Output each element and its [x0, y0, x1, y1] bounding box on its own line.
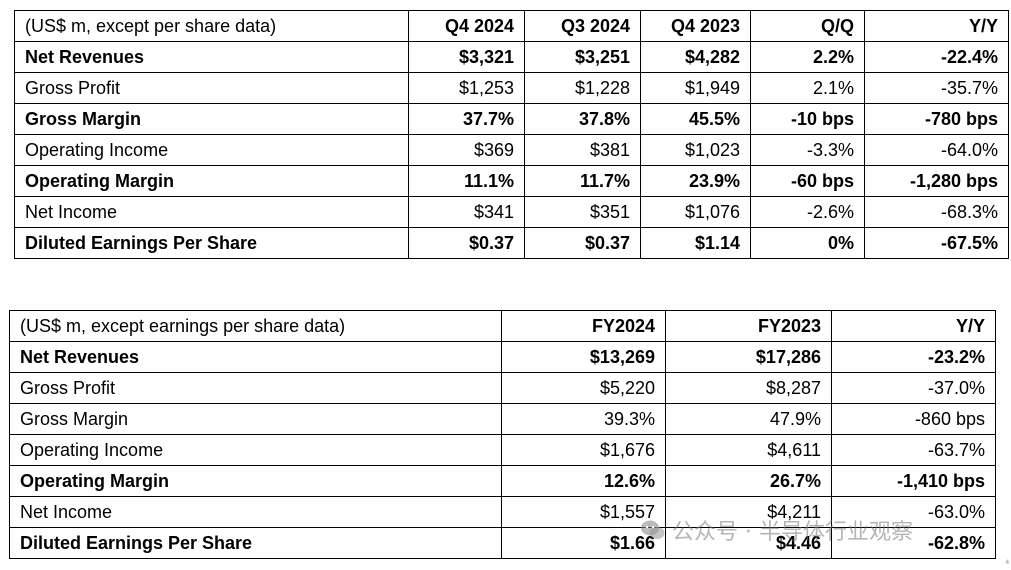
table-cell: -780 bps [864, 103, 1009, 135]
table-row: Gross Margin 39.3% 47.9% -860 bps [9, 403, 996, 435]
row-label: Operating Income [14, 134, 409, 166]
table-cell: 26.7% [665, 465, 832, 497]
table-cell: $1.14 [640, 227, 751, 259]
table-cell: 45.5% [640, 103, 751, 135]
table-cell: 23.9% [640, 165, 751, 197]
row-label: Net Revenues [14, 41, 409, 73]
table-row: Diluted Earnings Per Share $0.37 $0.37 $1.1… [14, 227, 1009, 259]
table-cell: -10 bps [750, 103, 865, 135]
table-cell: $381 [524, 134, 641, 166]
table-cell: $13,269 [501, 341, 666, 373]
table-cell: -37.0% [831, 372, 996, 404]
corner-mark: 4 [1005, 560, 1009, 566]
table-cell: -3.3% [750, 134, 865, 166]
table-cell: -2.6% [750, 196, 865, 228]
row-label: Operating Margin [9, 465, 502, 497]
row-label: Gross Profit [9, 372, 502, 404]
table-cell: $369 [408, 134, 525, 166]
table-row: Diluted Earnings Per Share $1.66 $4.46 -62.… [9, 527, 996, 559]
table-cell: $1,557 [501, 496, 666, 528]
table-cell: $3,251 [524, 41, 641, 73]
table-row: Operating Income $369 $381 $1,023 -3.3% -64.0… [14, 134, 1009, 166]
row-label: Gross Profit [14, 72, 409, 104]
table-cell: -68.3% [864, 196, 1009, 228]
table-row: Gross Profit $1,253 $1,228 $1,949 2.1% -35.7% [14, 72, 1009, 104]
column-header: Q3 2024 [524, 10, 641, 42]
table-cell: -22.4% [864, 41, 1009, 73]
row-label: Net Income [9, 496, 502, 528]
table-cell: -35.7% [864, 72, 1009, 104]
table-cell: $4.46 [665, 527, 832, 559]
table-cell: 0% [750, 227, 865, 259]
column-header: FY2024 [501, 310, 666, 342]
table-cell: -23.2% [831, 341, 996, 373]
header-description: (US$ m, except earnings per share data) [9, 310, 502, 342]
table-cell: $4,211 [665, 496, 832, 528]
table-cell: 37.7% [408, 103, 525, 135]
table-cell: -860 bps [831, 403, 996, 435]
table-cell: $1,023 [640, 134, 751, 166]
table-cell: 47.9% [665, 403, 832, 435]
table-cell: $1,253 [408, 72, 525, 104]
table-cell: $5,220 [501, 372, 666, 404]
column-header: Q/Q [750, 10, 865, 42]
table-cell: -64.0% [864, 134, 1009, 166]
column-header: Y/Y [864, 10, 1009, 42]
table-cell: 11.7% [524, 165, 641, 197]
table-cell: -63.7% [831, 434, 996, 466]
table-cell: $1,949 [640, 72, 751, 104]
row-label: Gross Margin [9, 403, 502, 435]
row-label: Operating Income [9, 434, 502, 466]
column-header: Q4 2024 [408, 10, 525, 42]
table-cell: $1.66 [501, 527, 666, 559]
header-row: (US$ m, except earnings per share data) F… [9, 310, 996, 342]
table-row: Net Income $1,557 $4,211 -63.0% [9, 496, 996, 528]
column-header: FY2023 [665, 310, 832, 342]
column-header: Q4 2023 [640, 10, 751, 42]
table-row: Net Revenues $13,269 $17,286 -23.2% [9, 341, 996, 373]
table-cell: $351 [524, 196, 641, 228]
table-cell: $17,286 [665, 341, 832, 373]
header-row: (US$ m, except per share data) Q4 2024 Q3 … [14, 10, 1009, 42]
table-cell: 2.1% [750, 72, 865, 104]
table-cell: $4,611 [665, 434, 832, 466]
table-row: Net Income $341 $351 $1,076 -2.6% -68.3% [14, 196, 1009, 228]
table-cell: 2.2% [750, 41, 865, 73]
table-row: Operating Margin 12.6% 26.7% -1,410 bps [9, 465, 996, 497]
table-cell: -1,410 bps [831, 465, 996, 497]
table-row: Net Revenues $3,321 $3,251 $4,282 2.2% -22.4% [14, 41, 1009, 73]
table-cell: -63.0% [831, 496, 996, 528]
table-cell: 39.3% [501, 403, 666, 435]
table-cell: $8,287 [665, 372, 832, 404]
table-cell: -1,280 bps [864, 165, 1009, 197]
annual-results-table: (US$ m, except earnings per share data) F… [9, 310, 996, 559]
table-cell: 11.1% [408, 165, 525, 197]
table-row: Operating Income $1,676 $4,611 -63.7% [9, 434, 996, 466]
table-cell: -62.8% [831, 527, 996, 559]
table-cell: 37.8% [524, 103, 641, 135]
table-cell: $0.37 [408, 227, 525, 259]
table-cell: $1,228 [524, 72, 641, 104]
table-cell: -67.5% [864, 227, 1009, 259]
table-cell: $0.37 [524, 227, 641, 259]
table-cell: $1,676 [501, 434, 666, 466]
table-row: Operating Margin 11.1% 11.7% 23.9% -60 bps -1… [14, 165, 1009, 197]
row-label: Net Revenues [9, 341, 502, 373]
table-cell: $1,076 [640, 196, 751, 228]
table-cell: $3,321 [408, 41, 525, 73]
table-cell: $341 [408, 196, 525, 228]
table-row: Gross Profit $5,220 $8,287 -37.0% [9, 372, 996, 404]
column-header: Y/Y [831, 310, 996, 342]
row-label: Gross Margin [14, 103, 409, 135]
row-label: Operating Margin [14, 165, 409, 197]
row-label: Net Income [14, 196, 409, 228]
table-cell: -60 bps [750, 165, 865, 197]
table-cell: 12.6% [501, 465, 666, 497]
table-cell: $4,282 [640, 41, 751, 73]
quarterly-results-table: (US$ m, except per share data) Q4 2024 Q3 … [14, 10, 1009, 259]
row-label: Diluted Earnings Per Share [14, 227, 409, 259]
header-description: (US$ m, except per share data) [14, 10, 409, 42]
row-label: Diluted Earnings Per Share [9, 527, 502, 559]
table-row: Gross Margin 37.7% 37.8% 45.5% -10 bps -780 b… [14, 103, 1009, 135]
